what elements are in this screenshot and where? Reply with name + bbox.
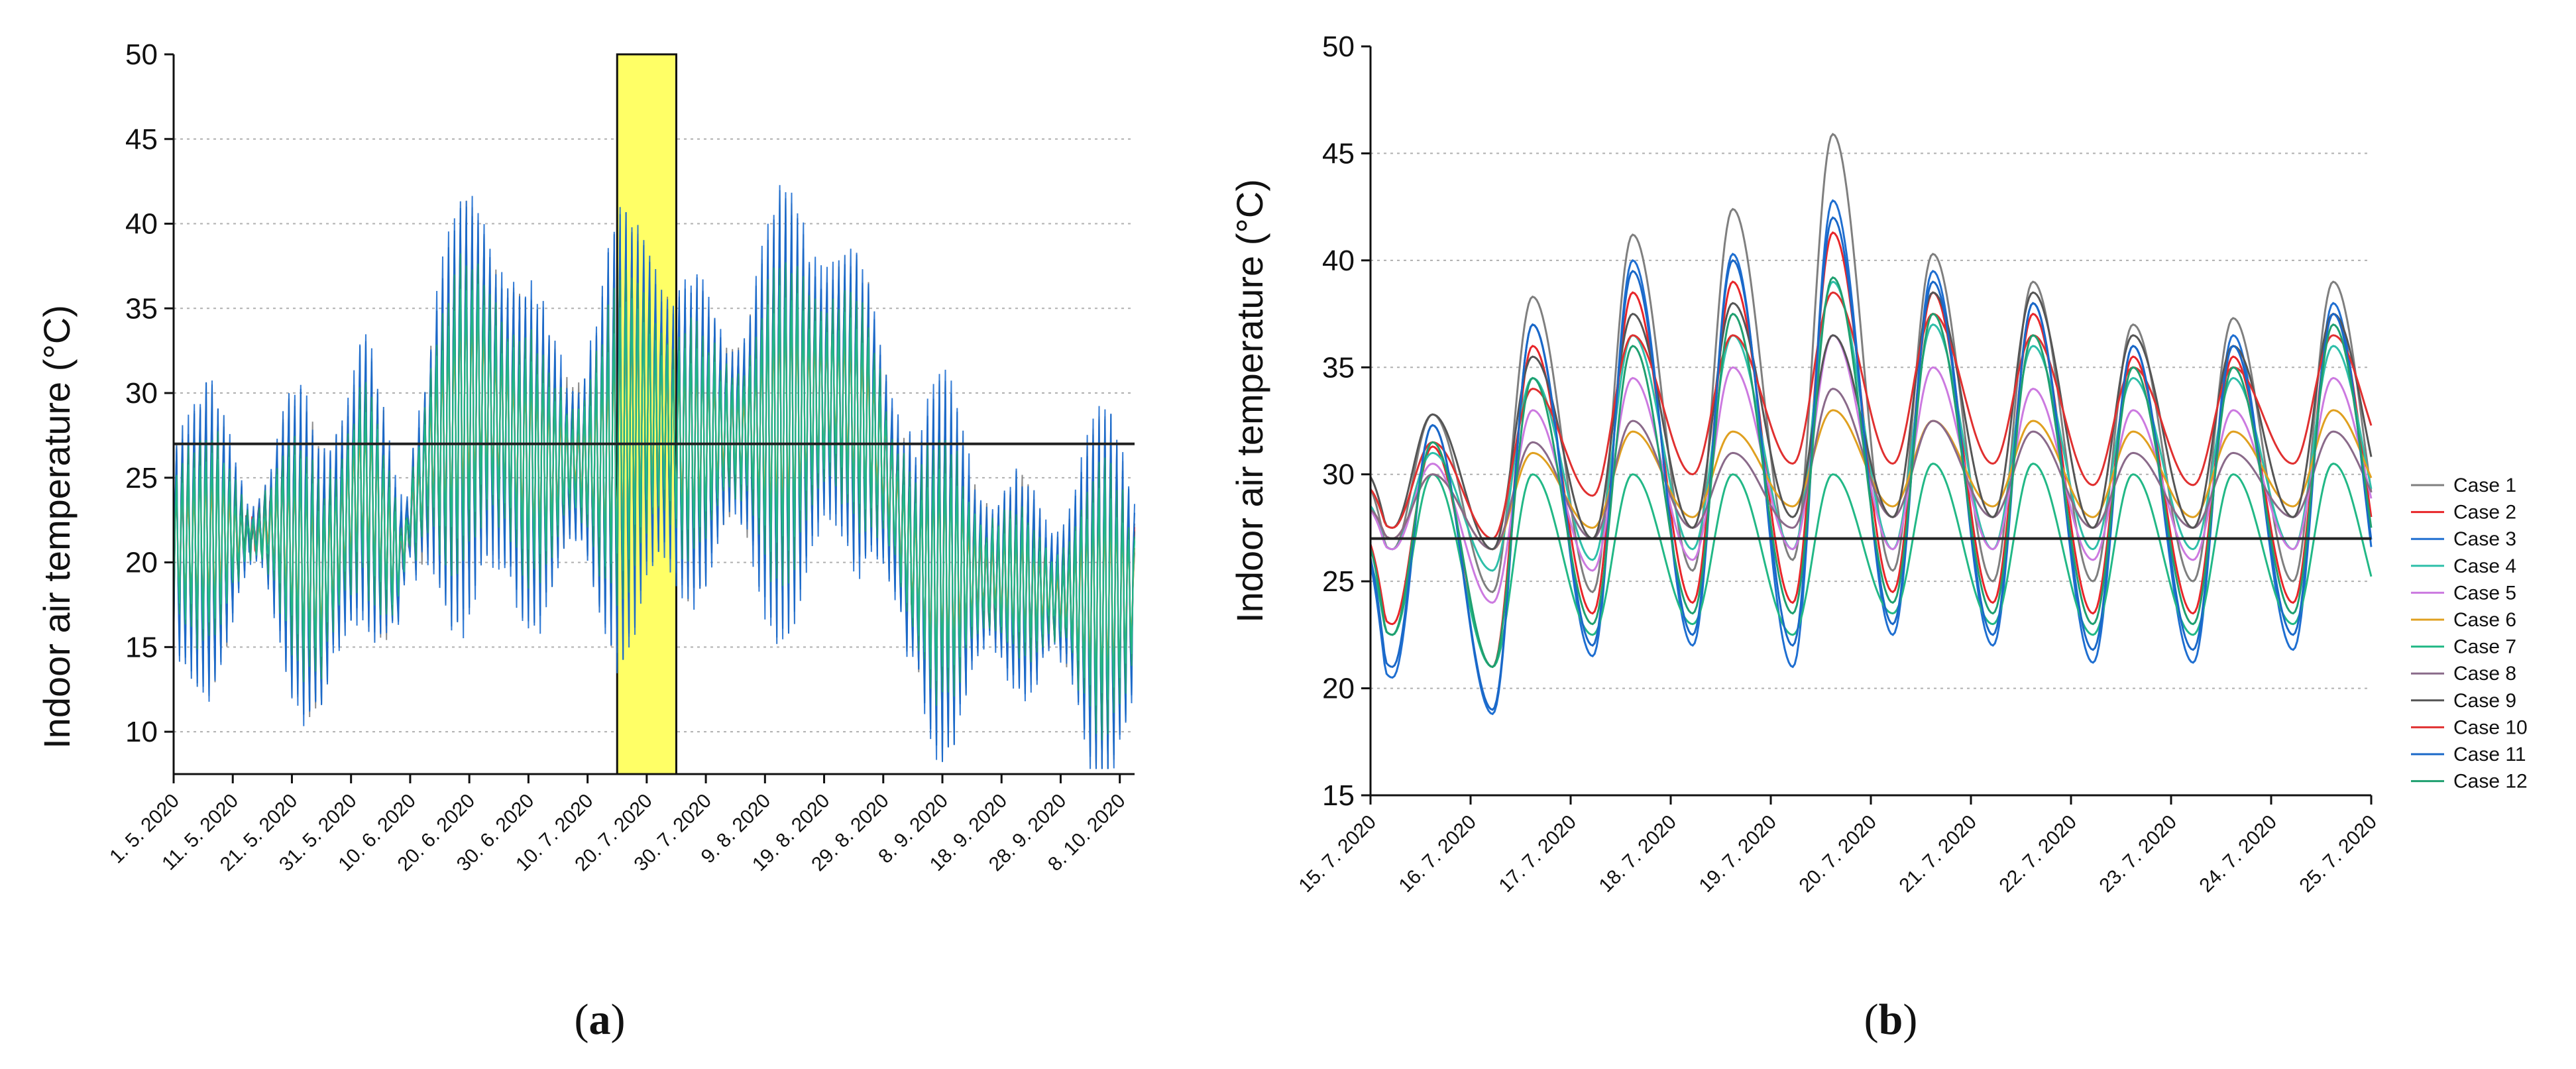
panel-a-y-axis-label: Indoor air temperature (°C) <box>36 305 78 749</box>
panel-a-letter: a <box>589 995 611 1044</box>
panel-b-x-tick-labels: 15. 7. 2020 16. 7. 2020 17. 7. 2020 18. 7. … <box>1294 811 2380 897</box>
panel-b-y-tick-label: 30 <box>1322 459 1355 491</box>
panel-b-legend-label-7: Case 7 <box>2453 636 2516 658</box>
panel-b-series-1 <box>1369 133 2373 594</box>
panel-a-y-tick-label: 35 <box>125 292 158 325</box>
panel-b-series-10 <box>1369 291 2373 540</box>
panel-b-series-3 <box>1369 199 2373 716</box>
panel-b-y-tick-label: 45 <box>1322 137 1355 170</box>
panel-b-legend-label-2: Case 2 <box>2453 502 2516 524</box>
panel-a-axes <box>164 53 1135 783</box>
panel-a-y-tick-label: 30 <box>125 377 158 410</box>
panel-b-legend-label-12: Case 12 <box>2453 771 2528 793</box>
panel-b-x-tick-label: 15. 7. 2020 <box>1294 811 1380 897</box>
panel-a-y-tick-label: 10 <box>125 716 158 748</box>
panel-b-x-tick-label: 22. 7. 2020 <box>1995 811 2081 897</box>
panel-b-legend-label-9: Case 9 <box>2453 690 2516 712</box>
panel-b-axes <box>1361 45 2373 805</box>
panel-a-y-tick-label: 50 <box>125 38 158 71</box>
panel-b-legend-label-1: Case 1 <box>2453 475 2516 496</box>
panel-b-y-tick-label: 15 <box>1322 779 1355 812</box>
panel-b-x-tick-label: 24. 7. 2020 <box>2195 811 2281 897</box>
panel-b-legend-label-3: Case 3 <box>2453 528 2516 550</box>
panel-b-legend-label-5: Case 5 <box>2453 582 2516 604</box>
panel-b-series-9 <box>1369 291 2373 551</box>
panel-b-letter: b <box>1879 995 1903 1044</box>
panel-a-y-tick-labels: 10 15 20 25 30 35 40 45 50 <box>125 38 158 748</box>
panel-b-x-tick-label: 25. 7. 2020 <box>2295 811 2381 897</box>
panel-b-legend-label-6: Case 6 <box>2453 609 2516 631</box>
panel-b-series-lines <box>1369 133 2373 716</box>
panel-b-x-tick-label: 23. 7. 2020 <box>2095 811 2181 897</box>
panel-a-y-tick-label: 15 <box>125 631 158 663</box>
panel-b-legend: Case 1 Case 2 Case 3 Case 4 Case 5 Case 6 Case… <box>2411 475 2528 793</box>
panel-a-series-7 <box>173 284 1135 706</box>
panel-a-y-tick-label: 20 <box>125 547 158 579</box>
panel-b-series-7 <box>1369 463 2373 668</box>
panel-b-y-tick-label: 35 <box>1322 351 1355 384</box>
panel-b-label: (b) <box>1864 995 1918 1044</box>
panel-a-y-tick-label: 40 <box>125 208 158 241</box>
panel-b-x-tick-label: 21. 7. 2020 <box>1895 811 1981 897</box>
panel-b-x-tick-label: 16. 7. 2020 <box>1394 811 1481 897</box>
panel-a-y-tick-label: 25 <box>125 462 158 494</box>
panel-b-x-tick-label: 18. 7. 2020 <box>1595 811 1681 897</box>
panel-a-y-tick-label: 45 <box>125 123 158 156</box>
panel-b-y-tick-label: 40 <box>1322 245 1355 277</box>
panel-b-x-tick-label: 19. 7. 2020 <box>1695 811 1781 897</box>
panel-b-legend-label-8: Case 8 <box>2453 663 2516 685</box>
panel-b-legend-label-10: Case 10 <box>2453 716 2528 738</box>
panel-b-y-tick-label: 25 <box>1322 565 1355 598</box>
panel-a-series-lines <box>173 185 1135 769</box>
panel-b-series-5 <box>1369 334 2373 604</box>
panel-b-series-8 <box>1370 388 2373 551</box>
panel-b-y-tick-label: 20 <box>1322 673 1355 705</box>
panel-b-y-tick-labels: 15 20 25 30 35 40 45 50 <box>1322 30 1355 812</box>
panel-b-y-axis-label: Indoor air temperature (°C) <box>1229 179 1270 623</box>
panel-b-legend-label-11: Case 11 <box>2453 744 2526 765</box>
panel-b-series-12 <box>1369 276 2373 668</box>
panel-b-y-tick-label: 50 <box>1322 30 1355 63</box>
panel-a-label: (a) <box>575 995 626 1044</box>
panel-b-x-tick-label: 17. 7. 2020 <box>1494 811 1581 897</box>
panel-b-gridlines <box>1371 152 2371 689</box>
panel-b-x-tick-label: 20. 7. 2020 <box>1795 811 1881 897</box>
panel-b-legend-label-4: Case 4 <box>2453 555 2516 577</box>
